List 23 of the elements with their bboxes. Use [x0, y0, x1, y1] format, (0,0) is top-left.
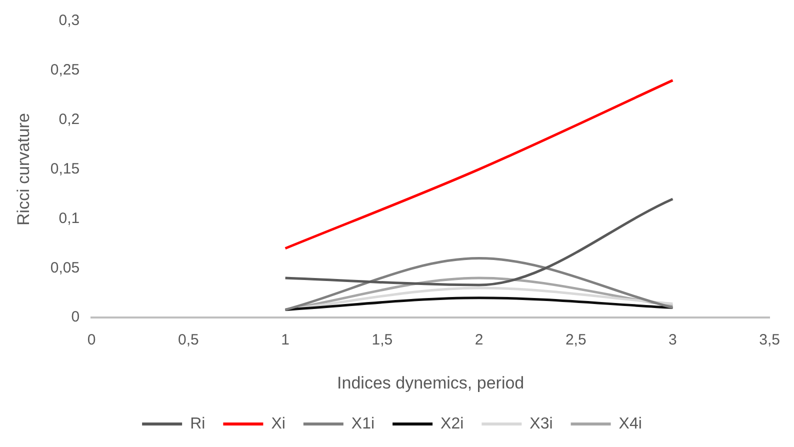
legend-label: X3i	[530, 415, 553, 432]
y-tick-label: 0,3	[58, 12, 80, 30]
y-tick-label: 0	[71, 308, 80, 326]
x-tick-label: 2	[474, 332, 484, 349]
x-tick-label: 1,5	[372, 332, 393, 349]
legend-label: X2i	[440, 415, 464, 432]
x-axis-title: Indices dynemics, period	[337, 373, 524, 392]
x-tick-label: 3	[668, 332, 677, 349]
y-tick-label: 0,25	[50, 62, 80, 79]
legend-label: Ri	[190, 415, 206, 432]
x-tick-label: 3,5	[759, 332, 780, 349]
y-axis-title: Ricci curvature	[14, 113, 33, 226]
x-tick-label: 0	[87, 332, 96, 349]
legend-label: Xi	[271, 415, 286, 432]
legend-label: X4i	[618, 415, 642, 432]
x-tick-label: 2,5	[565, 332, 586, 349]
y-tick-label: 0,1	[58, 210, 80, 227]
y-tick-label: 0,2	[58, 111, 80, 128]
legend-label: X1i	[351, 415, 375, 432]
y-tick-label: 0,05	[50, 259, 80, 276]
x-tick-label: 0,5	[178, 332, 199, 349]
x-tick-label: 1	[281, 332, 290, 349]
y-tick-label: 0,15	[50, 160, 80, 178]
